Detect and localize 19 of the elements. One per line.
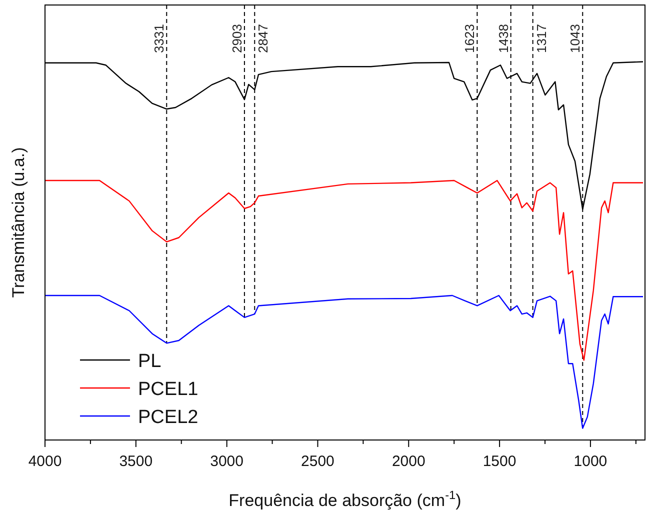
x-tick-label: 4000 [28,453,62,470]
legend-label: PL [138,351,162,372]
x-tick-label: 2500 [301,453,334,470]
legend-label: PCEL2 [138,407,198,428]
legend-label: PCEL1 [138,379,198,400]
x-tick-label: 3500 [119,453,153,470]
x-tick-label: 1500 [482,453,516,470]
ref-line-label: 1438 [496,24,511,53]
ref-line-label: 1623 [462,24,478,53]
x-tick-label: 2000 [392,453,426,470]
ref-line-label: 3331 [152,24,167,53]
x-tick-label: 1000 [574,453,608,470]
ref-line-label: 1043 [568,24,583,53]
ref-line-label: 2903 [229,24,244,53]
ref-line-label: 2847 [256,24,271,53]
ref-line-label: 1317 [534,24,549,53]
y-axis-title: Transmitância (u.a.) [9,147,28,298]
x-tick-label: 3000 [210,453,244,470]
x-axis-title: Frequência de absorção (cm$^{-1}$) [228,488,462,510]
